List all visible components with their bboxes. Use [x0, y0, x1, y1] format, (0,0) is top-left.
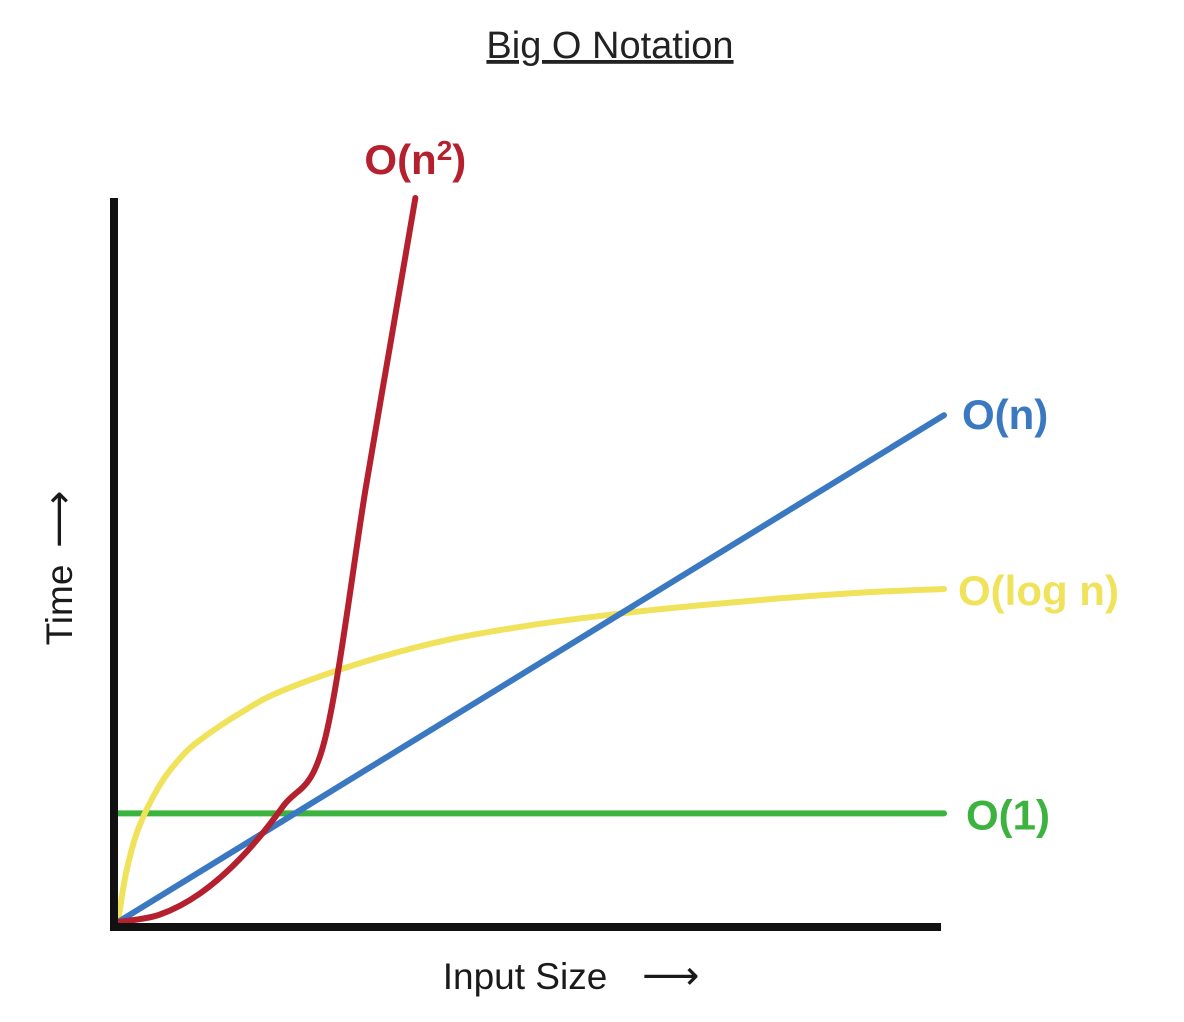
series-line-o-n — [115, 412, 947, 925]
series-labels: O(1) O(log n) O(n) O(n2) — [364, 135, 1119, 838]
y-axis-arrow-icon: ⟶ — [36, 491, 82, 548]
series-label-o-1: O(1) — [966, 791, 1050, 838]
series-label-o-log-n: O(log n) — [958, 567, 1119, 614]
series-label-o-n: O(n) — [962, 391, 1048, 438]
y-axis-label: Time — [39, 565, 80, 646]
chart-title: Big O Notation — [486, 25, 733, 67]
series-label-o-n-squared: O(n2) — [364, 135, 466, 183]
x-axis-label-group: Input Size ⟶ — [443, 953, 700, 999]
series-lines — [115, 195, 947, 925]
y-axis-label-group: Time ⟶ — [36, 491, 82, 646]
x-axis-label: Input Size — [443, 956, 608, 997]
series-line-o-log-n — [115, 585, 947, 925]
series-line-o-n-squared — [115, 195, 419, 925]
x-axis-arrow-icon: ⟶ — [642, 953, 699, 999]
